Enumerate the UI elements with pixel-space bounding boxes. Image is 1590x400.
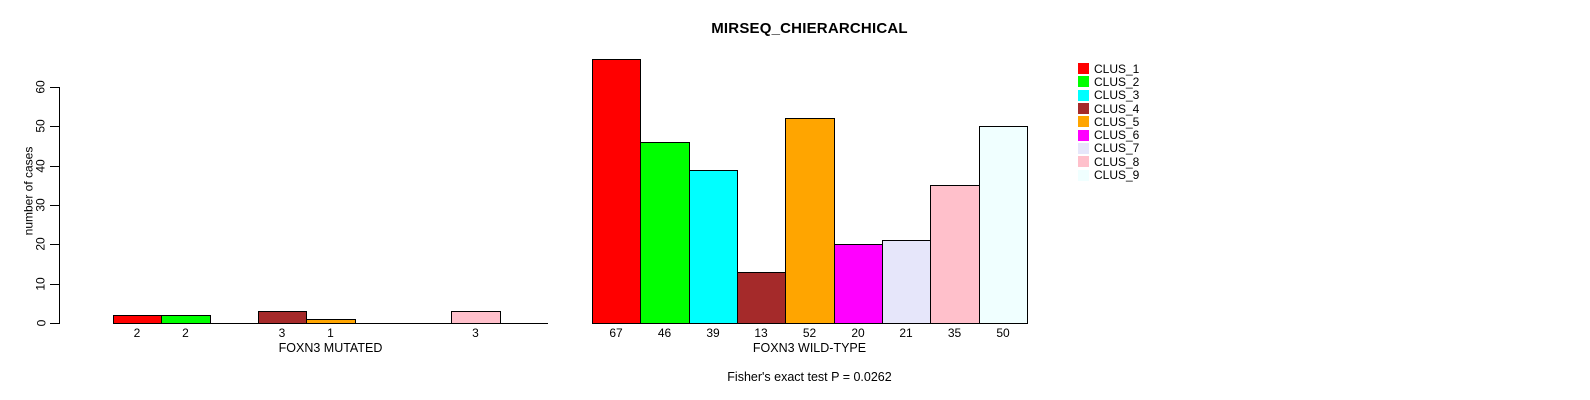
legend-item-label: CLUS_1 [1094,61,1140,76]
bar-CLUS_6 [834,244,883,324]
legend-swatch [1078,89,1089,101]
bar-CLUS_4 [258,311,307,324]
legend-swatch [1078,103,1089,115]
legend-swatch [1078,169,1089,181]
legend-item-label: CLUS_3 [1094,88,1140,103]
legend-item-label: CLUS_6 [1094,128,1140,143]
legend-swatch [1078,116,1089,128]
legend-swatch [1078,76,1089,88]
legend-item-label: CLUS_8 [1094,154,1140,169]
bar-value-label: 52 [802,326,817,340]
y-axis-tick [50,126,59,127]
bar-value-label: 2 [182,326,189,340]
bar-CLUS_1 [592,59,641,324]
legend-swatch [1078,156,1089,168]
legend-swatch [1078,63,1089,75]
bar-CLUS_3 [689,170,738,324]
legend-item: CLUS_8 [1078,155,1139,168]
bar-value-label: 3 [278,326,286,340]
bar-CLUS_7 [882,240,931,324]
bar-value-label: 3 [472,326,479,340]
bar-value-label: 67 [609,326,623,340]
legend-item-label: CLUS_7 [1094,141,1140,156]
chart-title: MIRSEQ_CHIERARCHICAL [711,20,908,37]
legend-item-label: CLUS_5 [1094,114,1140,129]
bar-CLUS_9 [979,126,1028,324]
bar-CLUS_2 [640,142,690,324]
y-axis-tick [50,87,59,88]
bar-value-label: 50 [996,326,1010,340]
legend-item: CLUS_7 [1078,142,1139,155]
legend-item-label: CLUS_2 [1094,74,1140,89]
y-axis-line [59,87,60,324]
y-axis-tick [50,205,59,206]
legend: CLUS_1 CLUS_2 CLUS_3 CLUS_4 CLUS_5 CLUS_6 CLUS… [1078,62,1139,182]
bar-value-label: 46 [657,326,672,340]
legend-swatch [1078,129,1089,141]
bar-value-label: 20 [851,326,865,340]
bar-value-label: 35 [947,326,962,340]
bar-value-label: 39 [706,326,720,340]
legend-item: CLUS_2 [1078,75,1139,88]
bar-CLUS_5 [785,118,835,324]
legend-item: CLUS_1 [1078,62,1139,75]
legend-swatch [1078,142,1089,154]
legend-item: CLUS_6 [1078,128,1139,141]
y-axis-tick [50,244,59,245]
legend-item-label: CLUS_4 [1094,101,1140,116]
legend-item: CLUS_5 [1078,115,1139,128]
bar-CLUS_5 [306,319,356,324]
legend-item: CLUS_4 [1078,102,1139,115]
bar-value-label: 13 [754,326,768,340]
legend-item: CLUS_3 [1078,89,1139,102]
bar-CLUS_2 [161,315,211,324]
bar-value-label: 2 [133,326,141,340]
fisher-test-annotation: Fisher's exact test P = 0.0262 [727,370,892,384]
bar-value-label: 1 [327,326,334,340]
bar-value-label: 21 [899,326,913,340]
y-axis-tick [50,323,59,324]
legend-item: CLUS_9 [1078,168,1139,181]
x-axis-label-wild-type: FOXN3 WILD-TYPE [752,341,867,355]
bar-CLUS_8 [930,185,980,324]
y-axis-tick [50,166,59,167]
y-axis-tick [50,284,59,285]
x-axis-label-mutated: FOXN3 MUTATED [278,341,383,355]
bar-CLUS_4 [737,272,786,324]
legend-item-label: CLUS_9 [1094,168,1140,183]
bar-CLUS_8 [451,311,501,324]
